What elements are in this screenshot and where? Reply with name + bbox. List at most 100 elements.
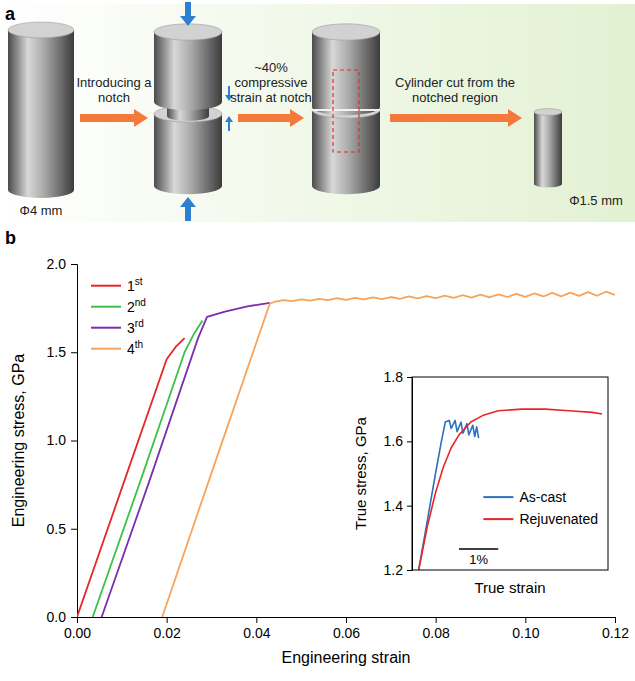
legend-label: 1st <box>127 276 143 294</box>
plot-area <box>77 292 615 617</box>
panel-letter: b <box>5 228 16 248</box>
tick: 0.12 <box>602 617 629 641</box>
tick: 1.8 <box>384 369 412 385</box>
axis: 0.0 0.5 1.0 1.5 2.0 <box>47 256 78 625</box>
tick-label: 0.0 <box>47 609 67 625</box>
tick-label: 0.04 <box>243 625 270 641</box>
tick-mark <box>71 352 77 353</box>
inset-background <box>412 377 608 570</box>
legend-item: As-cast <box>483 489 566 505</box>
legend: As-cast Rejuvenated <box>483 489 598 527</box>
legend-label: As-cast <box>519 489 566 505</box>
tick-mark <box>256 617 257 623</box>
tick-label: 0.10 <box>512 625 539 641</box>
legend-label: Rejuvenated <box>519 511 598 527</box>
tick: 0.10 <box>512 617 539 641</box>
plot-area <box>419 409 602 570</box>
tick-label: 2.0 <box>47 256 67 272</box>
tick: 1.4 <box>384 498 412 514</box>
axis-title: Engineering stress, GPa <box>10 354 27 528</box>
legend-swatch <box>91 348 121 350</box>
force-arrow <box>180 2 196 26</box>
legend-swatch <box>91 285 121 287</box>
cylinder-body <box>8 30 74 190</box>
cylinder-top <box>8 22 74 38</box>
axis-title: True strain <box>474 579 545 596</box>
process-arrow <box>390 109 522 127</box>
tick: 0.02 <box>154 617 181 641</box>
tick-mark <box>71 441 77 442</box>
step-label: Introducing anotch <box>76 75 152 105</box>
tick-mark <box>407 506 412 507</box>
tick-label: 0.08 <box>423 625 450 641</box>
cylinder-top <box>154 24 222 40</box>
axis-line <box>71 265 78 618</box>
tick-label: 1.8 <box>384 369 404 385</box>
axis: 1.2 1.4 1.6 1.8 <box>384 369 413 578</box>
legend-label: 3rd <box>127 318 144 336</box>
tick-label: 1.5 <box>47 344 67 360</box>
legend-swatch <box>483 496 513 498</box>
cylinder-body <box>312 32 380 107</box>
legend-swatch <box>483 518 513 520</box>
tick: 1.5 <box>47 344 77 360</box>
tick: 1.2 <box>384 562 412 578</box>
tick-mark <box>71 529 77 530</box>
scale-bar <box>459 548 498 550</box>
legend-label: 2nd <box>127 297 146 315</box>
legend-item: 3rd <box>91 318 144 336</box>
cylinder-body <box>154 114 222 186</box>
legend-item: Rejuvenated <box>483 511 598 527</box>
cylinder-body <box>312 110 380 186</box>
axis: 0.00 0.02 0.04 0.06 0.08 0.10 0.12 <box>64 617 629 641</box>
tick-mark <box>346 617 347 623</box>
cylinder-top <box>534 109 562 116</box>
series-line <box>93 320 203 617</box>
tick-label: 1.6 <box>384 433 404 449</box>
legend-item: 4th <box>91 339 143 357</box>
legend-swatch <box>91 327 121 329</box>
legend-item: 1st <box>91 276 143 294</box>
chart-panel: b 0.00 0.02 0.04 0.06 0.08 0.10 0.12 0.0 0.5 1.0 1.… <box>5 228 629 666</box>
tick-label: 0.5 <box>47 521 67 537</box>
diagram-panel: a Φ4 mm Introducing anotch ~40%compressives… <box>0 2 635 222</box>
force-arrow <box>225 116 233 131</box>
tick: 1.6 <box>384 433 412 449</box>
diameter-label: Φ4 mm <box>20 203 63 218</box>
tick-mark <box>71 264 77 265</box>
tick: 0.04 <box>243 617 270 641</box>
step-label: ~40%compressivestrain at notch <box>230 60 312 105</box>
tick-label: 1.0 <box>47 432 67 448</box>
axis-title: True stress, GPa <box>352 416 369 529</box>
panel-letter: a <box>5 4 16 24</box>
legend: 1st 2nd 3rd 4th <box>91 276 146 357</box>
tick-mark <box>407 570 412 571</box>
series-line <box>419 409 602 570</box>
tick: 2.0 <box>47 256 77 272</box>
tick-label: 1.2 <box>384 562 404 578</box>
tick-mark <box>525 617 526 623</box>
inset-frame <box>412 377 608 570</box>
cylinder-top <box>312 24 380 40</box>
legend-label: 4th <box>127 339 143 357</box>
axis-title: Engineering strain <box>282 649 411 666</box>
tick-label: 1.4 <box>384 498 404 514</box>
tick: 0.0 <box>47 609 77 625</box>
tick-label: 0.06 <box>333 625 360 641</box>
legend-swatch <box>91 306 121 308</box>
diameter-label: Φ1.5 mm <box>569 193 623 208</box>
cut-outline <box>333 70 359 152</box>
tick-mark <box>71 617 77 618</box>
force-arrow <box>180 197 196 221</box>
tick-label: 0.02 <box>154 625 181 641</box>
axis-line <box>78 618 616 624</box>
axis-line <box>407 378 413 571</box>
series-line <box>102 303 270 617</box>
diagram-background <box>0 4 635 222</box>
tick-mark <box>407 441 412 442</box>
tick: 0.00 <box>64 617 91 641</box>
tick: 1.0 <box>47 432 77 448</box>
cylinder-body <box>154 32 222 102</box>
tick: 0.08 <box>423 617 450 641</box>
series-line <box>162 292 615 617</box>
